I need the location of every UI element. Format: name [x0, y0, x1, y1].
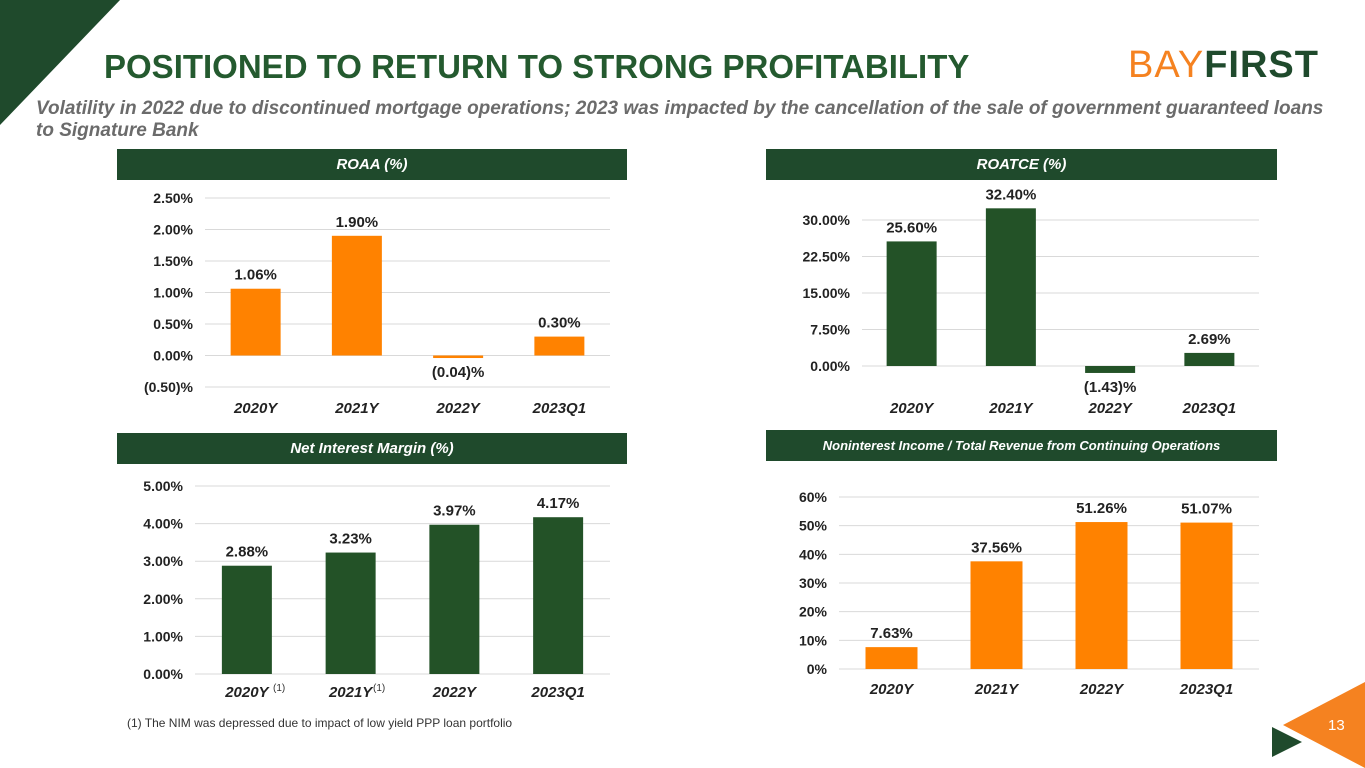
y-tick-label: 0.00%	[153, 348, 193, 364]
y-tick-label: 30%	[799, 575, 828, 591]
y-tick-label: 7.50%	[810, 322, 850, 338]
data-label: 1.90%	[336, 214, 379, 231]
bar-2023Q1	[1180, 522, 1233, 669]
roatce-chart: 0.00% 7.50% 15.00% 22.50% 30.00% 25.60% 2020Y 3…	[803, 186, 1259, 417]
bar-2021Y	[970, 561, 1023, 669]
logo-text-first: FIRST	[1204, 44, 1319, 86]
page-number: 13	[1328, 717, 1345, 734]
bar-2020Y	[865, 647, 918, 669]
bar-2020Y	[221, 565, 272, 674]
footnote: (1) The NIM was depressed due to impact …	[127, 716, 513, 730]
y-tick-label: 1.50%	[153, 253, 193, 269]
data-label: 32.40%	[985, 186, 1036, 203]
x-tick-label: 2021Y	[328, 684, 374, 701]
y-tick-label: 2.00%	[143, 591, 183, 607]
bar-2020Y	[230, 288, 281, 356]
data-label: 37.56%	[971, 539, 1022, 556]
y-tick-label: 1.00%	[153, 285, 193, 301]
footnote-marker-2020y: (1)	[273, 683, 286, 694]
y-tick-label: 0%	[807, 661, 828, 677]
y-tick-label: 0.00%	[810, 358, 850, 374]
y-tick-label: 2.00%	[153, 222, 193, 238]
y-tick-label: 30.00%	[803, 212, 851, 228]
x-tick-label: 2021Y	[974, 681, 1020, 698]
data-label: 51.07%	[1181, 501, 1232, 518]
bar-2022Y	[429, 524, 480, 674]
roatce-panel-header: ROATCE (%)	[766, 149, 1277, 180]
y-tick-label: 0.00%	[143, 666, 183, 682]
bar-2022Y	[433, 355, 484, 359]
data-label: 2.88%	[226, 544, 269, 561]
nim-chart: 0.00% 1.00% 2.00% 3.00% 4.00% 5.00% 2.88% 2020Y…	[143, 478, 610, 701]
bar-2021Y	[985, 208, 1036, 366]
data-label: 2.69%	[1188, 331, 1231, 348]
footnote-marker-2021y: (1)	[373, 683, 386, 694]
x-tick-label: 2023Q1	[1179, 681, 1233, 698]
x-tick-label: 2020Y	[224, 684, 270, 701]
data-label: 3.97%	[433, 503, 476, 520]
roaa-chart: (0.50)% 0.00% 0.50% 1.00% 1.50% 2.00% 2.50% 1.0…	[144, 190, 610, 417]
y-tick-label: 50%	[799, 518, 828, 534]
bar-2023Q1	[1184, 352, 1235, 366]
data-label: 7.63%	[870, 625, 913, 642]
x-tick-label: 2020Y	[889, 400, 935, 417]
data-label: 0.30%	[538, 315, 581, 332]
slide-subtitle: Volatility in 2022 due to discontinued m…	[36, 98, 1324, 141]
y-tick-label: (0.50)%	[144, 379, 194, 395]
y-tick-label: 5.00%	[143, 478, 183, 494]
y-tick-label: 2.50%	[153, 190, 193, 206]
bar-2021Y	[325, 552, 376, 674]
nonint-panel-header: Noninterest Income / Total Revenue from …	[766, 430, 1277, 461]
x-tick-label: 2022Y	[1079, 681, 1125, 698]
roaa-panel-header: ROAA (%)	[117, 149, 627, 180]
bar-2022Y	[1085, 366, 1136, 373]
slide-title: POSITIONED TO RETURN TO STRONG PROFITABI…	[104, 48, 970, 85]
bar-2023Q1	[534, 336, 585, 356]
y-tick-label: 1.00%	[143, 628, 183, 644]
y-tick-label: 0.50%	[153, 316, 193, 332]
data-label: (0.04)%	[432, 364, 485, 381]
x-tick-label: 2021Y	[334, 400, 380, 417]
y-tick-label: 4.00%	[143, 516, 183, 532]
x-tick-label: 2020Y	[233, 400, 279, 417]
corner-triangle-decoration	[0, 0, 120, 125]
x-tick-label: 2022Y	[432, 684, 478, 701]
logo-text-bay: BAY	[1128, 44, 1205, 86]
x-tick-label: 2023Q1	[530, 684, 584, 701]
x-tick-label: 2023Q1	[532, 400, 586, 417]
y-tick-label: 3.00%	[143, 553, 183, 569]
y-tick-label: 60%	[799, 489, 828, 505]
y-tick-label: 15.00%	[803, 285, 851, 301]
y-tick-label: 22.50%	[803, 249, 851, 265]
data-label: 51.26%	[1076, 500, 1127, 517]
x-tick-label: 2021Y	[988, 400, 1034, 417]
x-tick-label: 2020Y	[869, 681, 915, 698]
y-tick-label: 10%	[799, 632, 828, 648]
bar-2023Q1	[533, 517, 584, 674]
x-tick-label: 2022Y	[1087, 400, 1133, 417]
data-label: 25.60%	[886, 219, 937, 236]
play-arrow-icon	[1272, 727, 1302, 757]
data-label: 3.23%	[329, 531, 372, 548]
x-tick-label: 2023Q1	[1182, 400, 1236, 417]
bayfirst-logo: BAYFIRST	[1128, 46, 1319, 84]
nim-panel-header: Net Interest Margin (%)	[117, 433, 627, 464]
y-tick-label: 40%	[799, 546, 828, 562]
data-label: (1.43)%	[1084, 379, 1137, 396]
bar-2020Y	[886, 241, 937, 366]
bar-2022Y	[1075, 522, 1128, 669]
data-label: 1.06%	[234, 267, 277, 284]
x-tick-label: 2022Y	[435, 400, 481, 417]
data-label: 4.17%	[537, 495, 580, 512]
nonint-chart: 0% 10% 20% 30% 40% 50% 60% 7.63% 2020Y 37.56% 2021…	[799, 489, 1259, 698]
bar-2021Y	[331, 235, 382, 356]
y-tick-label: 20%	[799, 604, 828, 620]
